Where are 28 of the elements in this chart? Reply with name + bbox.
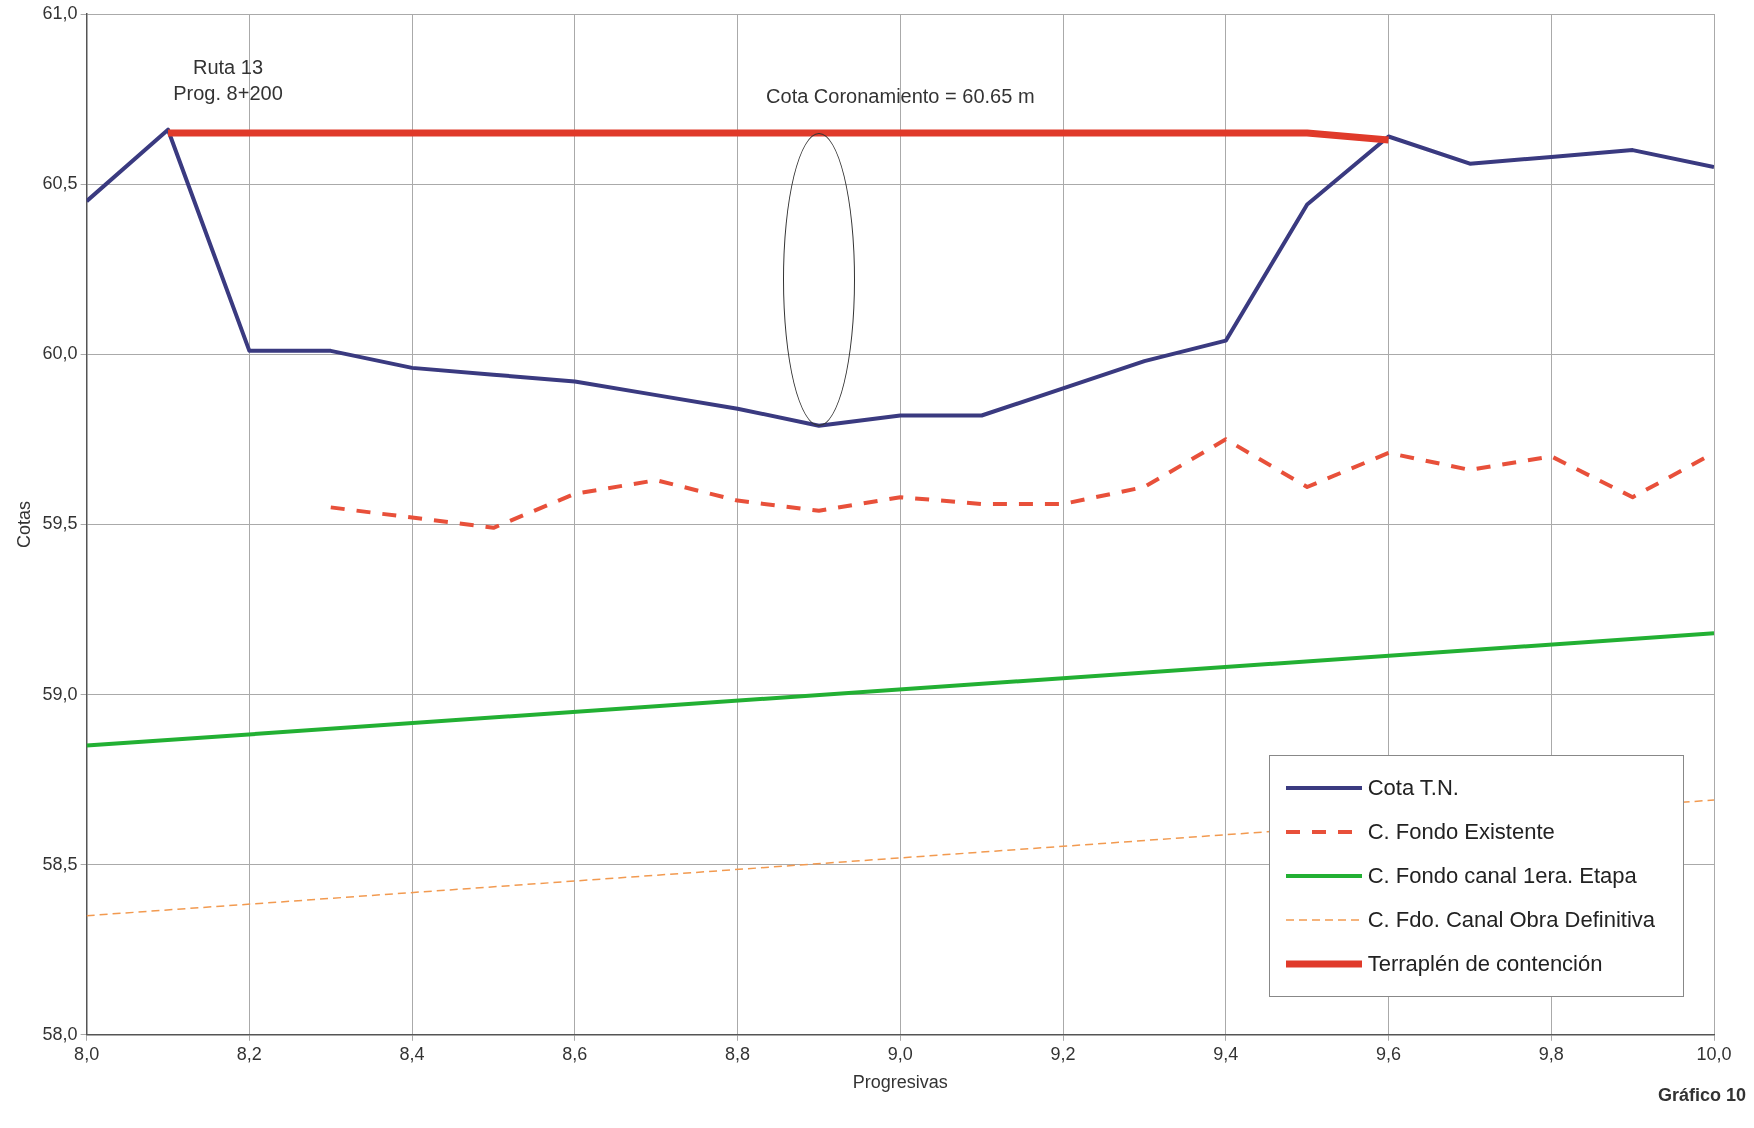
annotation: Ruta 13 Prog. 8+200 [173, 55, 283, 104]
legend-label: Cota T.N. [1367, 774, 1459, 801]
annotation: Cota Coronamiento = 60.65 m [766, 85, 1035, 108]
legend-label: C. Fondo canal 1era. Etapa [1367, 862, 1637, 889]
x-tick-label: 9,2 [1050, 1043, 1076, 1064]
legend-label: Terraplén de contención [1367, 950, 1603, 977]
x-tick-label: 8,0 [74, 1043, 100, 1064]
x-tick-label: 8,2 [236, 1043, 262, 1064]
legend-label: C. Fondo Existente [1367, 818, 1555, 845]
x-tick-label: 9,6 [1376, 1043, 1402, 1064]
y-tick-label: 60,0 [42, 343, 78, 364]
x-tick-label: 9,4 [1213, 1043, 1239, 1064]
x-axis-title: Progresivas [852, 1072, 948, 1093]
x-tick-label: 8,4 [399, 1043, 425, 1064]
y-tick-label: 60,5 [42, 173, 78, 194]
x-tick-label: 9,8 [1538, 1043, 1564, 1064]
x-tick-label: 8,8 [725, 1043, 751, 1064]
x-tick-label: 9,0 [887, 1043, 913, 1064]
y-tick-label: 59,5 [42, 513, 78, 534]
x-tick-label: 8,6 [562, 1043, 588, 1064]
y-axis-title: Cotas [13, 500, 34, 548]
text: Gráfico 10 [1657, 1085, 1746, 1106]
y-tick-label: 61,0 [42, 2, 78, 23]
legend-label: C. Fdo. Canal Obra Definitiva [1367, 906, 1655, 933]
y-tick-label: 58,0 [42, 1023, 78, 1044]
x-tick-label: 10,0 [1696, 1043, 1732, 1064]
y-tick-label: 59,0 [42, 683, 78, 704]
y-tick-label: 58,5 [42, 853, 78, 874]
